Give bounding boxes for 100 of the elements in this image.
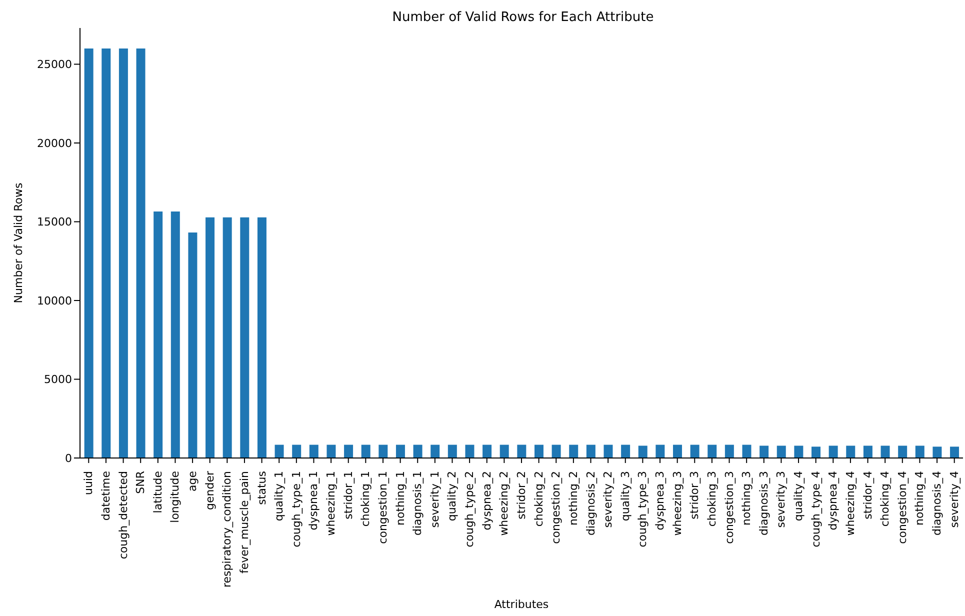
x-tick-label: diagnosis_2 [584,471,598,536]
x-tick-label: choking_4 [878,471,892,527]
x-tick-label: stridor_4 [861,471,874,520]
x-tick-label: nothing_1 [394,471,407,526]
y-tick-label: 20000 [37,136,72,150]
x-tick-label: nothing_4 [913,471,926,526]
x-tick-label: congestion_1 [376,471,390,544]
bar [812,446,821,458]
bar [880,446,890,458]
x-tick-label: age [186,470,200,492]
bar [396,444,405,458]
x-tick-label: stridor_2 [515,471,528,520]
x-tick-label: diagnosis_4 [930,471,944,536]
x-tick-label: cough_type_1 [290,471,303,548]
x-tick-label: uuid [82,471,96,495]
x-tick-label: wheezing_4 [844,471,857,536]
y-tick-label: 0 [65,452,72,465]
bar [188,232,198,458]
chart-title: Number of Valid Rows for Each Attribute [391,10,655,25]
bar [742,444,752,458]
x-tick-label: severity_1 [428,471,442,528]
x-tick-label: stridor_1 [342,471,355,520]
bar [482,444,492,458]
bar [932,446,942,458]
x-tick-label: nothing_2 [566,471,580,526]
bar [240,217,250,458]
bar [638,446,648,458]
bar [569,444,578,458]
bar [517,444,526,458]
bar [378,444,388,458]
x-tick-label: congestion_3 [722,471,736,544]
x-tick-label: fever_muscle_pain [238,470,251,574]
x-tick-label: severity_4 [948,471,961,528]
x-tick-label: SNR [134,470,148,494]
x-tick-label: stridor_3 [688,471,702,520]
bar [708,444,717,458]
x-tick-label: dyspnea_2 [480,471,494,530]
bar [136,48,146,458]
x-tick-label: severity_2 [602,471,615,528]
x-tick-label: choking_3 [705,471,718,527]
bar [690,444,700,458]
bar [724,444,734,458]
bar [84,48,94,458]
x-tick-label: dyspnea_1 [307,471,320,530]
bar [292,444,302,458]
x-tick-label: status [255,470,268,505]
x-tick-label: diagnosis_1 [411,471,424,536]
x-tick-label: cough_type_2 [463,471,476,548]
bar [274,444,284,458]
x-tick-label: cough_detected [116,471,130,560]
x-tick-label: diagnosis_3 [757,471,770,536]
bar [552,444,561,458]
bar [760,446,769,458]
bar [413,444,422,458]
bar [776,446,786,458]
bar [656,444,665,458]
bar [465,444,474,458]
bar [222,217,232,458]
x-tick-label: wheezing_2 [498,471,511,536]
x-tick-label: quality_3 [618,471,632,522]
x-tick-label: nothing_3 [740,471,754,526]
x-tick-label: latitude [151,470,164,514]
bar [361,444,370,458]
y-tick-label: 15000 [37,216,72,229]
x-tick-label: wheezing_1 [324,471,338,536]
bar [915,446,924,458]
bar [118,48,128,458]
x-tick-label: quality_4 [792,471,806,522]
bar [206,217,215,458]
bar [621,444,630,458]
x-tick-label: respiratory_condition [220,470,234,588]
bar [794,446,804,458]
bar [326,444,336,458]
x-axis-title: Attributes [494,598,549,611]
x-tick-label: datetime [99,470,112,521]
x-tick-label: choking_1 [359,471,372,527]
bar [257,217,266,458]
x-tick-label: severity_3 [774,471,788,528]
bar [898,446,908,458]
bar [604,444,613,458]
bar [154,212,163,458]
bar [500,444,509,458]
bar [950,446,960,458]
bar [828,446,838,458]
bar [448,444,457,458]
bar [344,444,354,458]
x-tick-label: dyspnea_4 [826,471,840,530]
x-tick-label: longitude [168,470,182,523]
x-tick-label: quality_1 [272,471,286,522]
x-tick-label: cough_type_4 [809,471,822,548]
x-tick-label: dyspnea_3 [654,471,667,530]
y-tick-label: 10000 [37,294,72,308]
bar [534,444,544,458]
x-tick-label: quality_2 [446,471,459,522]
y-axis-title: Number of Valid Rows [12,182,25,304]
bar [309,444,318,458]
bar [170,212,180,458]
x-tick-label: choking_2 [532,471,546,527]
x-tick-label: congestion_2 [550,471,563,544]
bar [846,446,856,458]
